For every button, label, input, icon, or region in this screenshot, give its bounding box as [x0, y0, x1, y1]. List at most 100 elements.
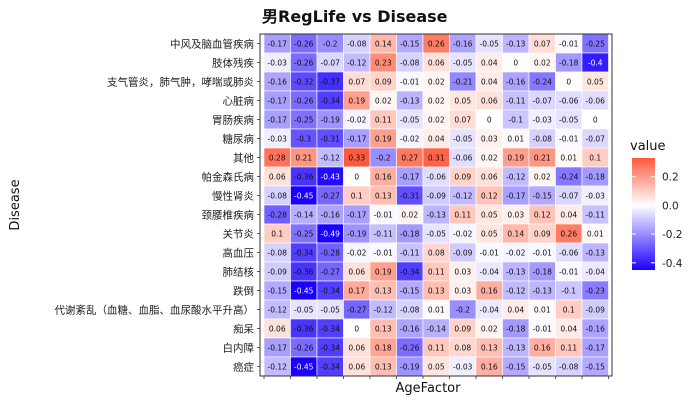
- cell-value-label: -0.21: [453, 78, 473, 87]
- cell-value-label: -0.06: [559, 249, 579, 258]
- cell-value-label: -0.4: [588, 59, 603, 68]
- cell-value-label: -0.25: [294, 116, 314, 125]
- cell-value-label: -0.18: [533, 268, 553, 277]
- cell-value-label: 0.1: [351, 192, 363, 201]
- cell-value-label: -0.02: [400, 135, 420, 144]
- cell-value-label: -0.03: [533, 116, 553, 125]
- cell-value-label: -0.13: [506, 40, 526, 49]
- cell-value-label: -0.11: [506, 97, 526, 106]
- cell-value-label: -0.13: [400, 97, 420, 106]
- cell-value-label: 0.21: [295, 154, 312, 163]
- cell-value-label: 0.04: [481, 59, 498, 68]
- cell-value-label: -0.06: [427, 173, 447, 182]
- cell-value-label: 0.03: [507, 211, 524, 220]
- cell-value-label: -0.04: [480, 268, 500, 277]
- cell-value-label: 0.02: [481, 154, 498, 163]
- cell-value-label: -0.12: [506, 173, 526, 182]
- cell-value-label: -0.45: [294, 192, 314, 201]
- cell-value-label: -0.26: [400, 344, 420, 353]
- cell-value-label: -0.08: [268, 192, 288, 201]
- cell-value-label: -0.05: [427, 230, 447, 239]
- cell-value-label: -0.34: [321, 344, 341, 353]
- cell-value-label: 0.11: [560, 344, 577, 353]
- cell-value-label: -0.03: [453, 363, 473, 372]
- cell-value-label: -0.08: [533, 135, 553, 144]
- cell-value-label: -0.11: [400, 249, 420, 258]
- cell-value-label: -0.07: [321, 59, 341, 68]
- chart-title: 男RegLife vs Disease: [262, 7, 448, 26]
- cell-value-label: 0.03: [454, 287, 471, 296]
- row-label: 慢性肾炎: [212, 190, 254, 203]
- cell-value-label: -0.17: [506, 192, 526, 201]
- row-label: 帕金森氏病: [202, 171, 255, 184]
- cell-value-label: -0.17: [268, 40, 288, 49]
- cell-value-label: 0.11: [428, 344, 445, 353]
- cell-value-label: 0.16: [481, 287, 498, 296]
- row-label: 心脏病: [223, 95, 255, 108]
- cell-value-label: -0.01: [533, 325, 553, 334]
- cell-value-label: -0.26: [294, 344, 314, 353]
- row-label: 糖尿病: [223, 133, 255, 146]
- cell-value-label: 0.05: [454, 97, 471, 106]
- cell-value-label: 0.02: [534, 59, 551, 68]
- cell-value-label: 0.07: [534, 40, 551, 49]
- cell-value-label: -0.08: [400, 59, 420, 68]
- cell-value-label: 0.13: [375, 287, 392, 296]
- cell-value-label: -0.25: [294, 230, 314, 239]
- x-axis-label: AgeFactor: [396, 381, 462, 396]
- cell-value-label: 0.07: [348, 78, 365, 87]
- row-label: 肺结核: [223, 266, 255, 279]
- cell-value-label: -0.36: [294, 268, 314, 277]
- cell-value-label: 0.11: [428, 268, 445, 277]
- row-label: 胃肠疾病: [212, 114, 254, 127]
- cell-value-label: 0.02: [534, 173, 551, 182]
- cell-value-label: 0.04: [560, 325, 577, 334]
- cell-value-label: -0.43: [321, 173, 341, 182]
- cell-value-label: 0: [487, 116, 492, 125]
- cell-value-label: -0.13: [427, 211, 447, 220]
- row-label: 中风及脑血管疾病: [170, 38, 254, 51]
- cell-value-label: 0.13: [375, 325, 392, 334]
- cell-value-label: 0.02: [428, 78, 445, 87]
- cell-value-label: 0.12: [534, 211, 551, 220]
- cell-value-label: -0.14: [427, 325, 447, 334]
- row-label: 其他: [233, 152, 254, 165]
- legend-tick-label: 0.0: [662, 200, 679, 212]
- legend-title: value: [630, 139, 666, 154]
- cell-value-label: -0.2: [323, 40, 338, 49]
- cell-value-label: -0.07: [559, 192, 579, 201]
- cell-value-label: -0.32: [294, 78, 314, 87]
- cell-value-label: -0.02: [347, 249, 367, 258]
- cell-value-label: -0.06: [586, 97, 606, 106]
- cell-value-label: -0.15: [268, 287, 288, 296]
- cell-value-label: -0.45: [294, 287, 314, 296]
- row-label: 痴呆: [233, 323, 254, 336]
- cell-value-label: 0.16: [481, 363, 498, 372]
- cell-value-label: 0.13: [375, 192, 392, 201]
- cell-value-label: -0.03: [586, 192, 606, 201]
- row-label: 白内障: [223, 342, 255, 355]
- cell-value-label: -0.1: [561, 287, 576, 296]
- cell-value-label: -0.34: [321, 97, 341, 106]
- cell-value-label: -0.05: [400, 116, 420, 125]
- cell-value-label: 0.02: [375, 97, 392, 106]
- cell-value-label: -0.31: [400, 192, 420, 201]
- cell-value-label: -0.12: [347, 59, 367, 68]
- cell-value-label: -0.09: [427, 192, 447, 201]
- cell-value-label: -0.18: [400, 230, 420, 239]
- cell-value-label: -0.08: [400, 306, 420, 315]
- cell-value-label: 0.19: [375, 268, 392, 277]
- cell-value-label: -0.45: [294, 363, 314, 372]
- cell-value-label: -0.28: [268, 211, 288, 220]
- cell-value-label: -0.13: [586, 249, 606, 258]
- cell-value-label: -0.01: [559, 40, 579, 49]
- cell-value-label: -0.31: [321, 135, 341, 144]
- cell-value-label: -0.34: [321, 363, 341, 372]
- cell-value-label: 0.07: [454, 116, 471, 125]
- cell-value-label: 0.26: [428, 40, 445, 49]
- cell-value-label: -0.02: [506, 249, 526, 258]
- cell-value-label: -0.15: [506, 363, 526, 372]
- row-label: 跌倒: [233, 285, 254, 298]
- cell-value-label: 0.02: [481, 325, 498, 334]
